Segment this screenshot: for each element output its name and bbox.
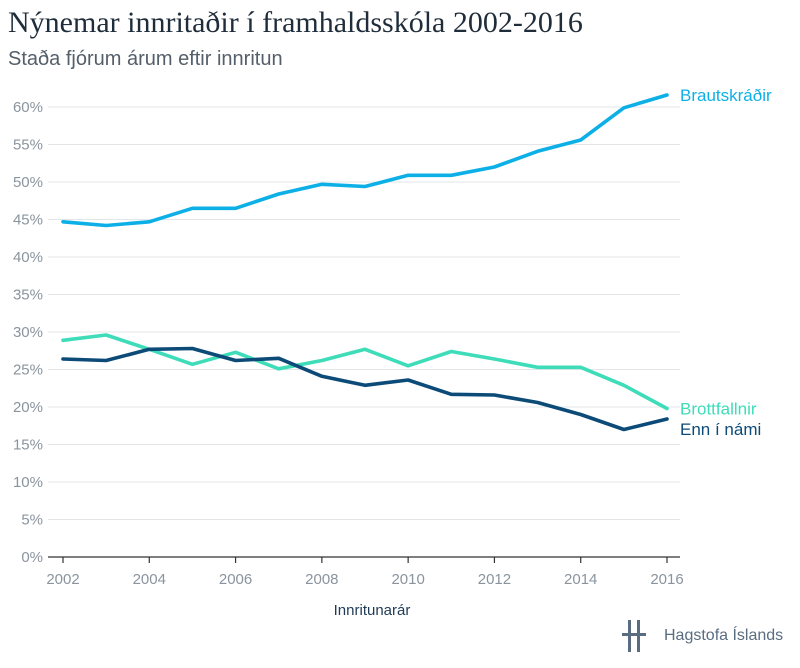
hagstofa-logo-icon bbox=[622, 620, 646, 652]
x-tick-label: 2008 bbox=[305, 571, 338, 588]
y-tick-label: 30% bbox=[13, 324, 43, 341]
hagstofa-logo-text: Hagstofa Íslands bbox=[664, 627, 784, 644]
series-line bbox=[61, 93, 669, 228]
chart-title: Nýnemar innritaðir í framhaldsskóla 2002… bbox=[8, 6, 583, 39]
y-tick-label: 45% bbox=[13, 212, 43, 229]
y-tick-label: 50% bbox=[13, 174, 43, 191]
x-tick-label: 2014 bbox=[564, 571, 597, 588]
y-axis-ticks: 0% 5% 10% 15% 20% 25% 30% 35% 40% 45% 50% 55% 60% bbox=[13, 99, 43, 566]
y-tick-label: 0% bbox=[21, 549, 43, 566]
y-tick-label: 40% bbox=[13, 249, 43, 266]
chart-subtitle: Staða fjórum árum eftir innritun bbox=[8, 48, 283, 70]
series-label: Brottfallnir bbox=[680, 400, 757, 419]
x-tick-label: 2006 bbox=[219, 571, 252, 588]
y-tick-label: 5% bbox=[21, 512, 43, 529]
x-tick-label: 2010 bbox=[391, 571, 424, 588]
y-tick-label: 55% bbox=[13, 137, 43, 154]
series-label: Enn í námi bbox=[680, 420, 761, 439]
y-tick-label: 10% bbox=[13, 474, 43, 491]
series-line bbox=[61, 346, 669, 432]
series-lines bbox=[61, 93, 669, 432]
y-tick-label: 20% bbox=[13, 399, 43, 416]
x-tick-label: 2012 bbox=[478, 571, 511, 588]
y-tick-label: 25% bbox=[13, 362, 43, 379]
x-tick-label: 2016 bbox=[650, 571, 683, 588]
y-tick-label: 60% bbox=[13, 99, 43, 116]
y-tick-label: 15% bbox=[13, 437, 43, 454]
series-label: Brautskráðir bbox=[680, 86, 772, 105]
y-tick-label: 35% bbox=[13, 287, 43, 304]
x-tick-label: 2004 bbox=[133, 571, 166, 588]
x-tick-label: 2002 bbox=[46, 571, 79, 588]
series-line bbox=[61, 333, 669, 411]
gridlines bbox=[48, 106, 680, 520]
x-axis-label: Innritunarár bbox=[334, 602, 411, 619]
x-axis: 2002 2004 2006 2008 2010 2012 2014 2016 bbox=[46, 556, 684, 588]
